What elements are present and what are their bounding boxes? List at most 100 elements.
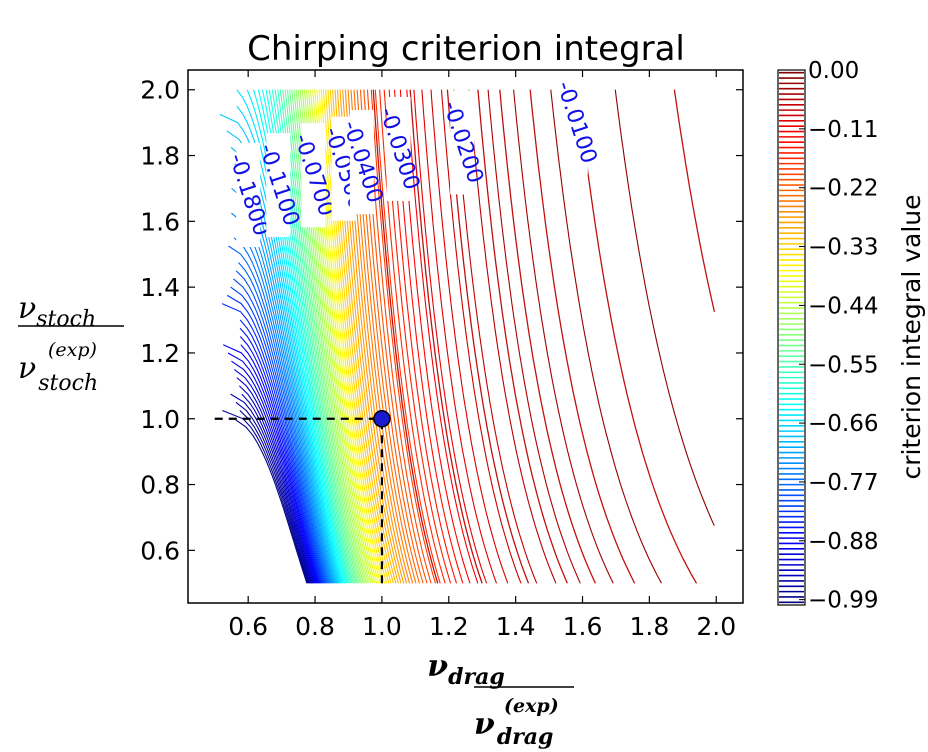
contour-line bbox=[370, 89, 437, 584]
y-label-denominator-sub: stoch bbox=[38, 371, 98, 396]
y-tick-label: 2.0 bbox=[140, 76, 180, 105]
x-label-denominator-sub: drag bbox=[497, 724, 554, 750]
colorbar-tick-label: −0.55 bbox=[808, 352, 878, 378]
contour-line bbox=[241, 393, 312, 584]
y-axis-ticks: 0.6 0.8 1.0 1.2 1.4 1.6 1.8 2.0 bbox=[140, 76, 743, 565]
contour-line bbox=[237, 179, 335, 584]
contour-line bbox=[286, 89, 357, 584]
contour-line bbox=[239, 319, 322, 584]
colorbar-frame bbox=[777, 69, 806, 606]
y-label-denominator: ν bbox=[18, 351, 36, 386]
contour-line bbox=[430, 89, 509, 584]
y-label-denominator-sup: (exp) bbox=[48, 339, 97, 361]
colorbar-ticks: 0.00 −0.11 −0.22 −0.33 −0.44 −0.55 −0.66 −0.77 −… bbox=[799, 58, 878, 614]
contour-line bbox=[291, 89, 360, 584]
x-tick-label: 1.8 bbox=[630, 612, 670, 641]
x-tick-label: 1.4 bbox=[496, 612, 536, 641]
x-label-numerator-sub: drag bbox=[448, 664, 505, 690]
contour-line bbox=[233, 368, 315, 584]
contour-line bbox=[282, 89, 354, 584]
colorbar-tick-label: −0.22 bbox=[808, 176, 878, 202]
contour-line bbox=[234, 163, 336, 584]
y-tick-label: 1.6 bbox=[140, 207, 180, 236]
contour-line bbox=[238, 262, 327, 584]
x-label-numerator: ν bbox=[427, 649, 448, 684]
colorbar bbox=[779, 71, 804, 604]
contour-line bbox=[236, 377, 314, 584]
contour-line bbox=[421, 89, 498, 584]
x-axis-label: νdrag νdrag (exp) bbox=[427, 649, 574, 750]
x-tick-label: 1.0 bbox=[362, 612, 402, 641]
contour-label-bg bbox=[386, 96, 411, 201]
x-label-denominator: ν bbox=[474, 707, 495, 742]
y-tick-label: 1.4 bbox=[140, 273, 180, 302]
contour-line bbox=[233, 278, 325, 584]
contour-line bbox=[227, 352, 317, 584]
contour-line bbox=[318, 89, 381, 584]
plot-frame bbox=[187, 69, 744, 604]
svg-text:νdrag: νdrag bbox=[427, 649, 504, 690]
contour-line bbox=[239, 327, 321, 584]
contour-line bbox=[230, 393, 312, 584]
contour-line bbox=[379, 89, 446, 584]
contour-line bbox=[322, 89, 386, 584]
labeled-contour-line bbox=[673, 89, 716, 312]
x-tick-label: 1.6 bbox=[563, 612, 603, 641]
contour-line bbox=[237, 229, 330, 584]
contour-line bbox=[231, 360, 316, 584]
contour-line bbox=[289, 89, 358, 584]
svg-text:νdrag: νdrag bbox=[474, 707, 553, 750]
contour-label-bg bbox=[301, 123, 326, 228]
y-tick-label: 1.8 bbox=[140, 142, 180, 171]
marker-group bbox=[373, 410, 391, 428]
contour-label-bg bbox=[266, 133, 291, 238]
colorbar-tick-label: 0.00 bbox=[808, 58, 859, 84]
contour-line bbox=[235, 401, 311, 584]
colorbar-tick-label: −0.33 bbox=[808, 235, 878, 261]
labeled-contour-line bbox=[477, 89, 568, 584]
contour-line bbox=[228, 245, 328, 584]
reference-point-marker bbox=[373, 410, 391, 428]
contour-line bbox=[374, 89, 441, 584]
contour-line bbox=[233, 237, 329, 584]
contour-line bbox=[230, 146, 337, 584]
contour-line bbox=[231, 187, 333, 584]
y-tick-label: 0.6 bbox=[140, 536, 180, 565]
contour-line bbox=[235, 270, 326, 584]
contour-line bbox=[513, 89, 614, 584]
labeled-contour-line bbox=[409, 89, 483, 584]
contour-label-bg bbox=[236, 143, 261, 248]
colorbar-tick-label: −0.88 bbox=[808, 529, 878, 555]
colorbar-tick-label: −0.66 bbox=[808, 411, 878, 437]
y-tick-label: 1.0 bbox=[140, 405, 180, 434]
contour-line bbox=[230, 286, 325, 584]
contour-line bbox=[219, 113, 339, 584]
x-label-denominator-sup: (exp) bbox=[504, 695, 559, 717]
contour-line bbox=[320, 89, 383, 584]
contour-line bbox=[440, 89, 522, 584]
contour-line bbox=[240, 344, 319, 584]
svg-text:νstoch: νstoch bbox=[18, 291, 96, 332]
colorbar-tick-label: −0.11 bbox=[808, 117, 878, 143]
contour-line bbox=[406, 89, 479, 584]
colorbar-label: criterion integral value bbox=[897, 194, 926, 479]
y-label-numerator-sub: stoch bbox=[36, 307, 96, 332]
contour-line bbox=[487, 89, 581, 584]
contour-label-bg bbox=[349, 110, 374, 215]
colorbar-tick-label: −0.99 bbox=[808, 588, 878, 614]
x-tick-label: 2.0 bbox=[696, 612, 736, 641]
contour-line bbox=[468, 89, 557, 584]
contour-line bbox=[236, 204, 332, 584]
svg-text:νstoch: νstoch bbox=[18, 351, 98, 396]
labeled-contour-line bbox=[499, 89, 596, 584]
contour-line bbox=[222, 344, 318, 584]
contour-line bbox=[413, 89, 488, 584]
y-tick-label: 1.2 bbox=[140, 339, 180, 368]
x-tick-label: 0.8 bbox=[295, 612, 335, 641]
colorbar-tick-label: −0.77 bbox=[808, 470, 878, 496]
contour-line bbox=[226, 130, 338, 584]
contour-line bbox=[614, 89, 715, 526]
contour-line bbox=[284, 89, 356, 584]
contour-line bbox=[226, 294, 324, 584]
